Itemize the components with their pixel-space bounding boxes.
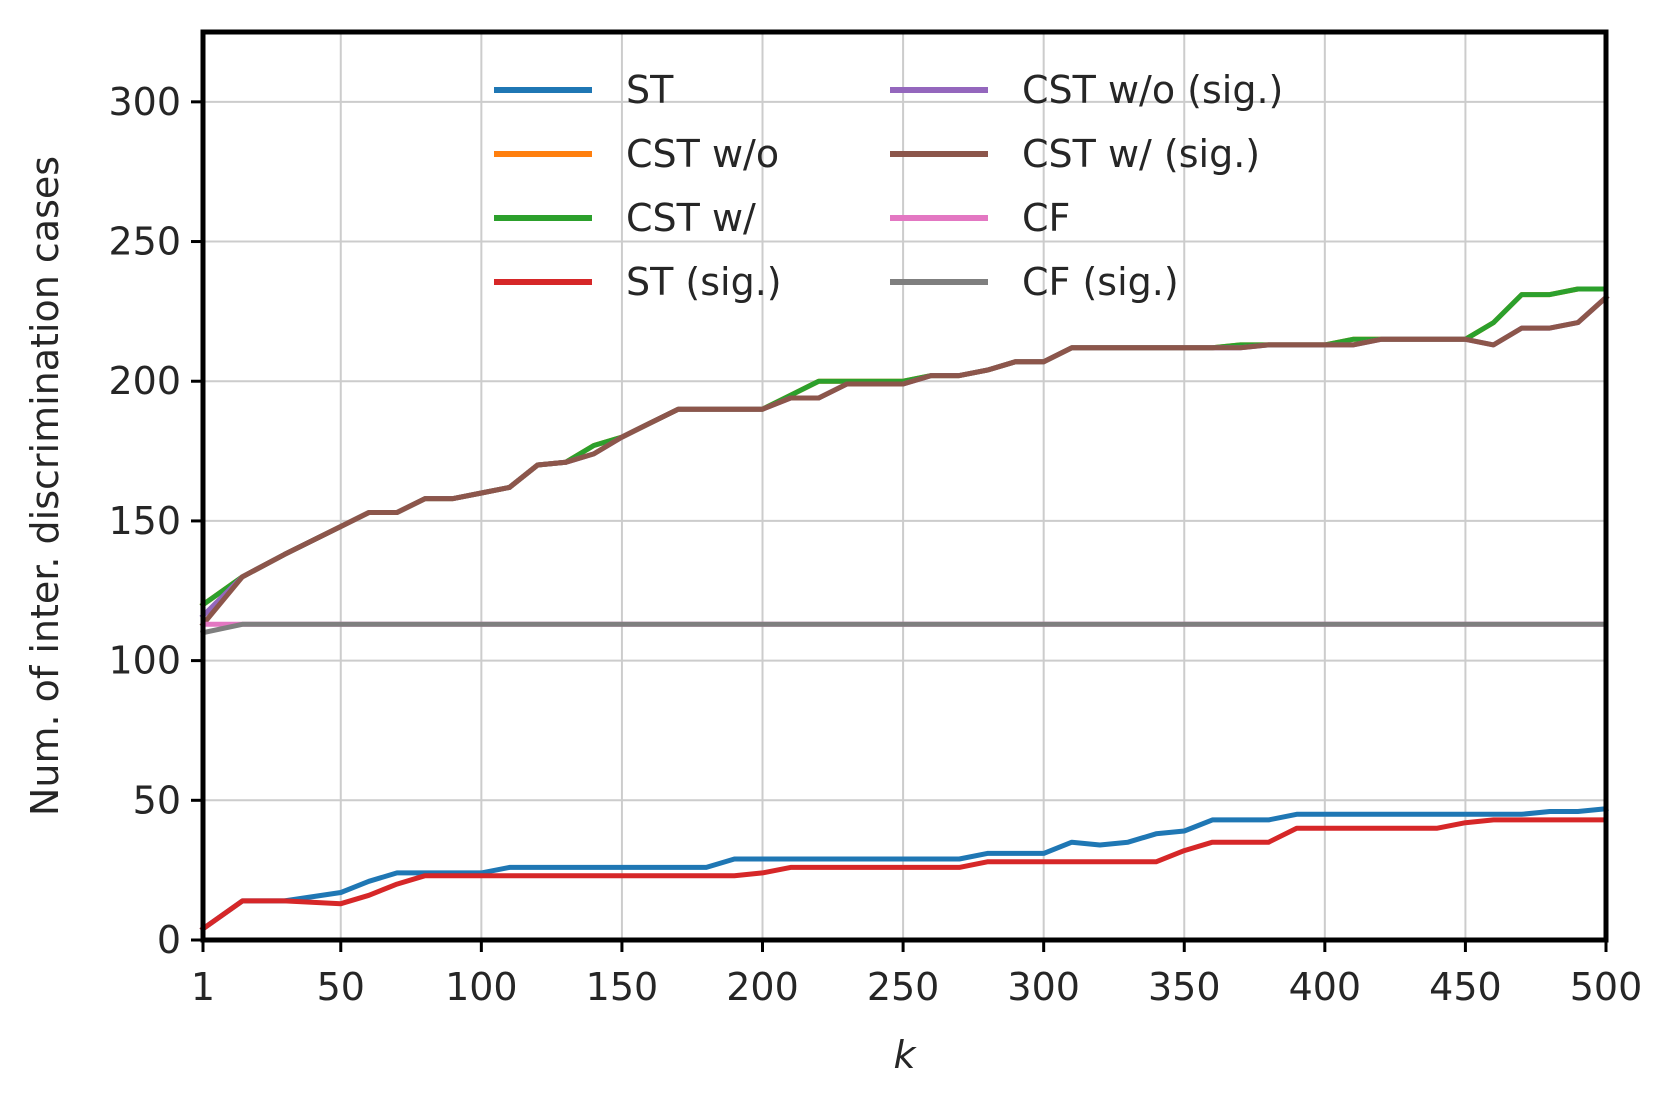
x-tick-label: 100: [445, 965, 518, 1009]
legend-label-cf: CF: [1022, 196, 1070, 240]
plot-frame: [200, 29, 1609, 943]
x-tick-label: 150: [586, 965, 659, 1009]
y-axis: 0 50 100 150 200 250 300: [108, 80, 203, 962]
legend-label-st: ST: [626, 68, 674, 112]
legend-label-cst-w-sig: CST w/ (sig.): [1022, 132, 1260, 176]
series-line-cst-w: [199, 286, 1609, 609]
y-tick-label: 200: [108, 359, 181, 403]
legend: ST CST w/o CST w/ST (sig.) CST w/o (sig.) CS…: [494, 68, 1283, 304]
series-line-cst-w-o-sig: [199, 293, 1610, 620]
series-line-st: [199, 805, 1609, 933]
y-tick-label: 300: [108, 80, 181, 124]
x-tick-label: 200: [726, 965, 799, 1009]
y-axis-label: Num. of inter. discrimination cases: [23, 156, 67, 816]
x-tick-label: 50: [317, 965, 365, 1009]
x-axis-label: k: [893, 1033, 917, 1077]
legend-label-cf-sig: CF (sig.): [1022, 260, 1179, 304]
x-tick-label: 400: [1289, 965, 1362, 1009]
x-tick-label: 350: [1148, 965, 1221, 1009]
x-tick-label: 250: [867, 965, 940, 1009]
y-tick-label: 50: [133, 778, 181, 822]
series-line-cf-sig: [200, 621, 1609, 636]
series-line-st-sig: [199, 817, 1609, 933]
legend-label-st-sig: ST (sig.): [626, 260, 782, 304]
x-tick-label: 1: [191, 965, 215, 1009]
y-tick-label: 100: [108, 639, 181, 683]
y-tick-label: 250: [108, 220, 181, 264]
y-tick-label: 0: [157, 918, 181, 962]
y-tick-label: 150: [108, 499, 181, 543]
series-line-cst-w-sig: [199, 293, 1610, 628]
legend-label-cst-w: CST w/: [626, 196, 756, 240]
legend-label-cst-w-o: CST w/o: [626, 132, 779, 176]
x-tick-label: 500: [1570, 965, 1643, 1009]
series-line-cst-w-o: [199, 286, 1609, 609]
x-tick-label: 450: [1429, 965, 1502, 1009]
plot-lines: [199, 286, 1610, 933]
grid: [202, 32, 1607, 941]
x-axis: 1 50 100 150 200 250 300 350 400 450 500: [191, 940, 1642, 1009]
x-tick-label: 300: [1007, 965, 1080, 1009]
legend-label-cst-w-o-sig: CST w/o (sig.): [1022, 68, 1283, 112]
